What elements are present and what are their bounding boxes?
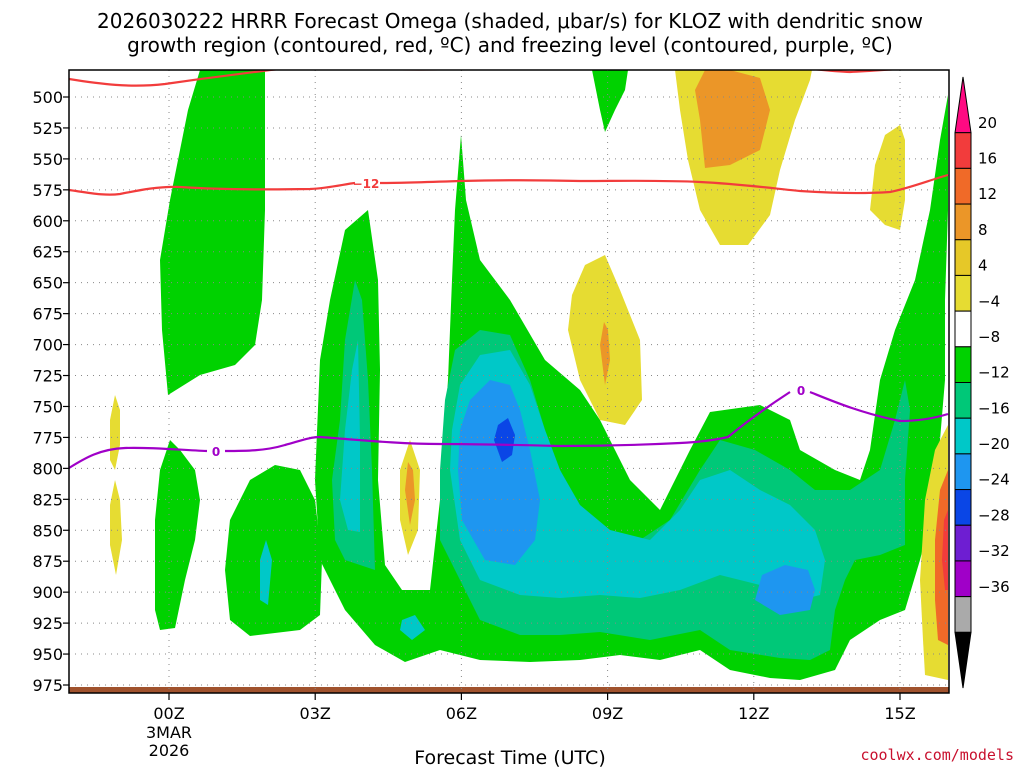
colorbar-segment xyxy=(954,167,972,205)
colorbar-label: 16 xyxy=(978,150,997,168)
x-tick-label: 00Z xyxy=(153,704,184,723)
colorbar-label: 8 xyxy=(978,221,988,239)
colorbar: 20 16 12 8 4 −4 −8 −12 −16 −20 −24 −28 −32 −36 xyxy=(954,76,1010,689)
colorbar-label: −28 xyxy=(978,506,1010,524)
y-tick-label: 700 xyxy=(32,336,63,355)
colorbar-label: 12 xyxy=(978,185,997,203)
omega-cyan-region xyxy=(450,350,825,600)
colorbar-segment xyxy=(954,453,972,491)
y-tick-label: 925 xyxy=(32,614,63,633)
omega-green-top-center xyxy=(592,70,628,132)
colorbar-label: −16 xyxy=(978,399,1010,417)
colorbar-segment xyxy=(954,346,972,383)
colorbar-label: −20 xyxy=(978,435,1010,453)
omega-cyan-bottom-small xyxy=(400,615,425,640)
y-tick-label: 750 xyxy=(32,397,63,416)
dgz-contours: −12 xyxy=(69,70,949,196)
y-tick-label: 850 xyxy=(32,521,63,540)
x-tick-label: 15Z xyxy=(884,704,915,723)
omega-green-left-blob xyxy=(225,465,322,636)
plot-area: −12 0 0 xyxy=(68,69,950,694)
y-tick-label: 800 xyxy=(32,459,63,478)
omega-green-lower-band xyxy=(155,440,200,630)
x-tick-label: 09Z xyxy=(592,704,623,723)
x-tick-sublabel: 3MAR xyxy=(146,723,192,742)
chart-title-line-1: 2026030222 HRRR Forecast Omega (shaded, … xyxy=(97,9,923,33)
x-tick-label: 06Z xyxy=(446,704,477,723)
chart-title-line-2: growth region (contoured, red, ºC) and f… xyxy=(127,33,893,57)
x-tick-sublabel: 2026 xyxy=(149,741,190,760)
y-tick-label: 950 xyxy=(32,645,63,664)
y-tick-label: 625 xyxy=(32,243,63,262)
omega-deepblue-core xyxy=(494,418,515,462)
colorbar-label: −8 xyxy=(978,328,1000,346)
omega-blue-region xyxy=(458,380,540,565)
colorbar-segment xyxy=(954,132,972,169)
dgz-contour-upper xyxy=(69,70,900,87)
omega-cyan-left xyxy=(340,340,360,532)
y-tick-label: 575 xyxy=(32,181,63,200)
colorbar-segment xyxy=(954,203,972,241)
colorbar-label: −4 xyxy=(978,292,1000,310)
omega-yellow-left-lower xyxy=(110,480,122,575)
ground-surface xyxy=(69,687,949,693)
y-tick-label: 725 xyxy=(32,367,63,386)
colorbar-segment xyxy=(954,239,972,276)
colorbar-segment xyxy=(954,489,972,526)
x-tick-label: 12Z xyxy=(738,704,769,723)
omega-orange-top-right xyxy=(695,70,770,168)
colorbar-label: −36 xyxy=(978,578,1010,596)
freezing-level-label-2: 0 xyxy=(797,384,805,398)
y-axis: 500 525 550 575 600 625 650 675 700 725 750 775 800 8… xyxy=(32,88,69,695)
y-tick-label: 875 xyxy=(32,552,63,571)
y-tick-label: 600 xyxy=(32,212,63,231)
colorbar-label: −24 xyxy=(978,471,1010,489)
omega-blue-lower xyxy=(755,565,815,615)
colorbar-segment xyxy=(954,631,972,689)
colorbar-segment xyxy=(954,76,972,134)
colorbar-segment xyxy=(954,310,972,348)
y-tick-label: 825 xyxy=(32,490,63,509)
colorbar-label: 20 xyxy=(978,114,997,132)
omega-orange-right-edge xyxy=(935,470,948,645)
omega-green-upper-left xyxy=(160,70,265,395)
credit-text: coolwx.com/models xyxy=(860,746,1014,764)
y-tick-label: 975 xyxy=(32,676,63,695)
dgz-contour-lower xyxy=(69,173,949,196)
y-tick-label: 525 xyxy=(32,119,63,138)
y-tick-label: 500 xyxy=(32,88,63,107)
freezing-level-line xyxy=(69,390,949,469)
plot-frame xyxy=(68,69,950,694)
omega-cyan-small xyxy=(260,540,272,605)
colorbar-label: −32 xyxy=(978,542,1010,560)
colorbar-segment xyxy=(954,382,972,419)
omega-orange-mid xyxy=(600,322,610,385)
colorbar-segment xyxy=(954,274,972,312)
y-tick-label: 675 xyxy=(32,305,63,324)
x-axis-title: Forecast Time (UTC) xyxy=(414,747,605,768)
colorbar-segment xyxy=(954,524,972,562)
freezing-level-contour: 0 0 xyxy=(69,384,949,469)
omega-red-right-edge xyxy=(942,510,948,590)
freezing-level-label-1: 0 xyxy=(212,445,220,459)
colorbar-segment xyxy=(954,560,972,598)
y-tick-label: 775 xyxy=(32,428,63,447)
colorbar-label: 4 xyxy=(978,257,988,275)
x-tick-label: 03Z xyxy=(300,704,331,723)
colorbar-label: −12 xyxy=(978,364,1010,382)
omega-yellow-right-small xyxy=(870,125,905,230)
colorbar-segment xyxy=(954,417,972,455)
y-tick-label: 550 xyxy=(32,150,63,169)
y-tick-label: 650 xyxy=(32,274,63,293)
omega-yellow-left-small xyxy=(110,395,120,470)
omega-shading xyxy=(69,70,949,693)
y-tick-label: 900 xyxy=(32,583,63,602)
omega-orange-center xyxy=(405,462,415,525)
colorbar-segment xyxy=(954,596,972,633)
dgz-contour-label: −12 xyxy=(353,177,380,191)
